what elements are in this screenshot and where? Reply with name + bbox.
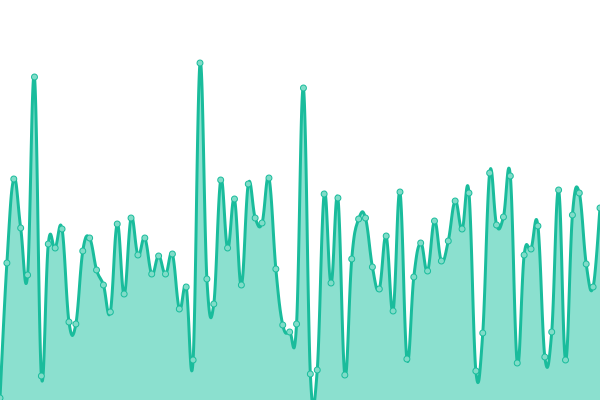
- data-point-51: [348, 255, 356, 263]
- data-point-54: [368, 263, 376, 271]
- data-point-21: [141, 234, 149, 242]
- data-point-35: [237, 281, 245, 289]
- data-point-12: [79, 247, 87, 255]
- data-point-14: [93, 266, 101, 274]
- data-point-49: [334, 194, 342, 202]
- data-point-8: [51, 244, 59, 252]
- data-points: [0, 59, 600, 400]
- data-point-5: [30, 73, 38, 81]
- data-point-43: [293, 320, 301, 328]
- data-point-38: [258, 219, 266, 227]
- data-point-62: [424, 267, 432, 275]
- data-point-65: [444, 237, 452, 245]
- data-point-61: [417, 239, 425, 247]
- data-point-30: [203, 275, 211, 283]
- data-point-40: [272, 265, 280, 273]
- data-point-3: [17, 224, 25, 232]
- data-point-57: [389, 307, 397, 315]
- data-point-11: [72, 320, 80, 328]
- data-point-86: [589, 283, 597, 291]
- data-point-26: [175, 305, 183, 313]
- data-point-20: [134, 251, 142, 259]
- data-point-41: [279, 321, 287, 329]
- data-point-84: [575, 189, 583, 197]
- data-point-50: [341, 371, 349, 379]
- data-point-59: [403, 355, 411, 363]
- data-point-27: [182, 283, 190, 291]
- data-point-23: [155, 252, 163, 260]
- data-point-81: [555, 186, 563, 194]
- data-point-45: [306, 370, 314, 378]
- data-point-48: [327, 279, 335, 287]
- data-point-7: [44, 240, 52, 248]
- data-point-1: [3, 259, 11, 267]
- data-point-58: [396, 188, 404, 196]
- data-point-52: [355, 215, 363, 223]
- data-point-17: [113, 220, 121, 228]
- data-point-24: [162, 270, 170, 278]
- data-point-70: [479, 329, 487, 337]
- data-point-87: [596, 204, 600, 212]
- data-point-68: [465, 189, 473, 197]
- data-point-60: [410, 273, 418, 281]
- data-point-0: [0, 394, 4, 400]
- data-point-28: [189, 356, 197, 364]
- data-point-79: [541, 353, 549, 361]
- data-point-6: [37, 372, 45, 380]
- data-point-15: [99, 281, 107, 289]
- data-point-73: [499, 213, 507, 221]
- data-point-18: [120, 290, 128, 298]
- data-point-78: [534, 222, 542, 230]
- data-point-44: [299, 84, 307, 92]
- data-point-42: [286, 328, 294, 336]
- data-point-69: [472, 367, 480, 375]
- data-point-56: [382, 232, 390, 240]
- data-point-83: [568, 211, 576, 219]
- data-point-10: [65, 318, 73, 326]
- data-point-19: [127, 214, 135, 222]
- data-point-47: [320, 190, 328, 198]
- data-point-64: [437, 257, 445, 265]
- data-point-77: [527, 245, 535, 253]
- data-point-72: [493, 221, 501, 229]
- data-point-16: [106, 308, 114, 316]
- data-point-53: [362, 214, 370, 222]
- data-point-31: [210, 300, 218, 308]
- data-point-33: [224, 244, 232, 252]
- data-point-66: [451, 197, 459, 205]
- data-point-74: [506, 172, 514, 180]
- data-point-32: [217, 176, 225, 184]
- data-point-39: [265, 174, 273, 182]
- data-point-85: [582, 260, 590, 268]
- data-point-22: [148, 270, 156, 278]
- data-point-67: [458, 225, 466, 233]
- data-point-9: [58, 225, 66, 233]
- data-point-29: [196, 59, 204, 67]
- data-point-46: [313, 366, 321, 374]
- data-point-63: [430, 217, 438, 225]
- data-point-76: [520, 251, 528, 259]
- data-point-34: [230, 195, 238, 203]
- data-point-36: [244, 180, 252, 188]
- data-point-55: [375, 285, 383, 293]
- data-point-75: [513, 359, 521, 367]
- data-point-71: [486, 169, 494, 177]
- data-point-2: [10, 175, 18, 183]
- data-point-25: [168, 250, 176, 258]
- data-point-4: [24, 271, 32, 279]
- data-point-13: [86, 234, 94, 242]
- data-point-80: [548, 328, 556, 336]
- data-point-37: [251, 214, 259, 222]
- data-point-82: [562, 356, 570, 364]
